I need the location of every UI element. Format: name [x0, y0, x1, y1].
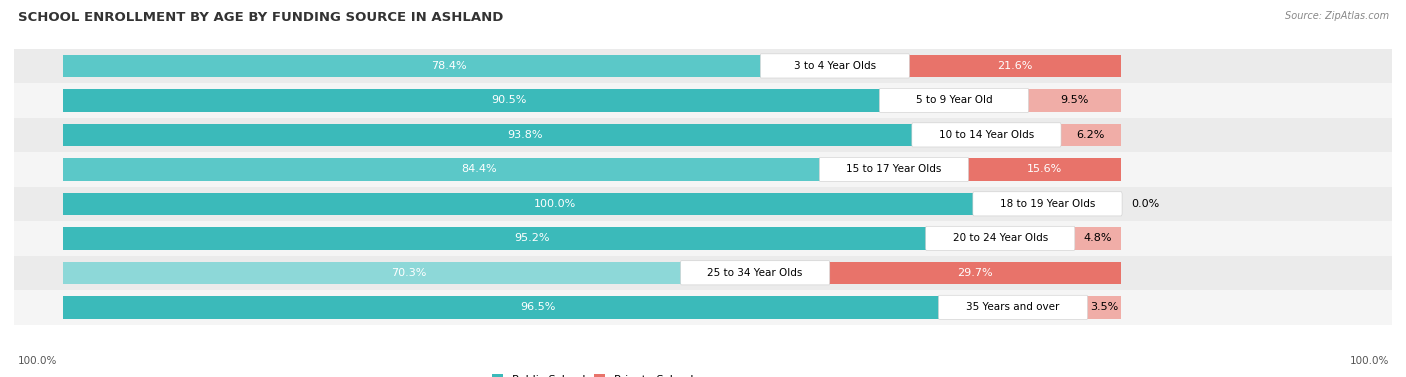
FancyBboxPatch shape [761, 54, 910, 78]
Bar [63, 193, 1047, 215]
Bar [830, 262, 1122, 284]
Bar [967, 158, 1122, 181]
FancyBboxPatch shape [938, 295, 1088, 319]
Text: 84.4%: 84.4% [461, 164, 496, 175]
Text: SCHOOL ENROLLMENT BY AGE BY FUNDING SOURCE IN ASHLAND: SCHOOL ENROLLMENT BY AGE BY FUNDING SOUR… [18, 11, 503, 24]
Text: 21.6%: 21.6% [997, 61, 1032, 71]
Text: 96.5%: 96.5% [520, 302, 555, 312]
Text: 10 to 14 Year Olds: 10 to 14 Year Olds [939, 130, 1033, 140]
FancyBboxPatch shape [820, 157, 969, 181]
Text: 5 to 9 Year Old: 5 to 9 Year Old [915, 95, 993, 106]
Bar [14, 187, 1392, 221]
Bar [14, 83, 1392, 118]
Text: 3.5%: 3.5% [1090, 302, 1118, 312]
Bar [14, 118, 1392, 152]
Text: 6.2%: 6.2% [1077, 130, 1105, 140]
Text: 100.0%: 100.0% [1350, 356, 1389, 366]
Bar [63, 158, 894, 181]
Bar [908, 55, 1122, 77]
Text: 35 Years and over: 35 Years and over [966, 302, 1060, 312]
Text: 4.8%: 4.8% [1084, 233, 1112, 243]
Bar [63, 89, 953, 112]
Text: 18 to 19 Year Olds: 18 to 19 Year Olds [1000, 199, 1095, 209]
Bar [1087, 296, 1122, 319]
Text: 9.5%: 9.5% [1060, 95, 1088, 106]
Text: 20 to 24 Year Olds: 20 to 24 Year Olds [953, 233, 1047, 243]
Bar [63, 124, 987, 146]
Bar [14, 256, 1392, 290]
Bar [63, 55, 835, 77]
Bar [14, 49, 1392, 83]
FancyBboxPatch shape [681, 261, 830, 285]
Bar [14, 221, 1392, 256]
Bar [14, 290, 1392, 325]
Legend: Public School, Private School: Public School, Private School [492, 374, 693, 377]
Bar [1028, 89, 1122, 112]
Text: 15 to 17 Year Olds: 15 to 17 Year Olds [846, 164, 942, 175]
Text: 3 to 4 Year Olds: 3 to 4 Year Olds [794, 61, 876, 71]
Bar [1060, 124, 1122, 146]
Text: 0.0%: 0.0% [1130, 199, 1160, 209]
Text: 25 to 34 Year Olds: 25 to 34 Year Olds [707, 268, 803, 278]
Text: Source: ZipAtlas.com: Source: ZipAtlas.com [1285, 11, 1389, 21]
Bar [63, 227, 1000, 250]
Bar [14, 152, 1392, 187]
Text: 78.4%: 78.4% [432, 61, 467, 71]
Text: 29.7%: 29.7% [957, 268, 993, 278]
Text: 15.6%: 15.6% [1026, 164, 1062, 175]
Text: 100.0%: 100.0% [18, 356, 58, 366]
Bar [63, 262, 755, 284]
FancyBboxPatch shape [912, 123, 1062, 147]
Bar [1074, 227, 1122, 250]
Text: 93.8%: 93.8% [508, 130, 543, 140]
Text: 90.5%: 90.5% [491, 95, 526, 106]
Text: 95.2%: 95.2% [515, 233, 550, 243]
Text: 100.0%: 100.0% [534, 199, 576, 209]
FancyBboxPatch shape [925, 226, 1074, 250]
Bar [63, 296, 1012, 319]
FancyBboxPatch shape [973, 192, 1122, 216]
FancyBboxPatch shape [879, 88, 1029, 112]
Text: 70.3%: 70.3% [391, 268, 427, 278]
